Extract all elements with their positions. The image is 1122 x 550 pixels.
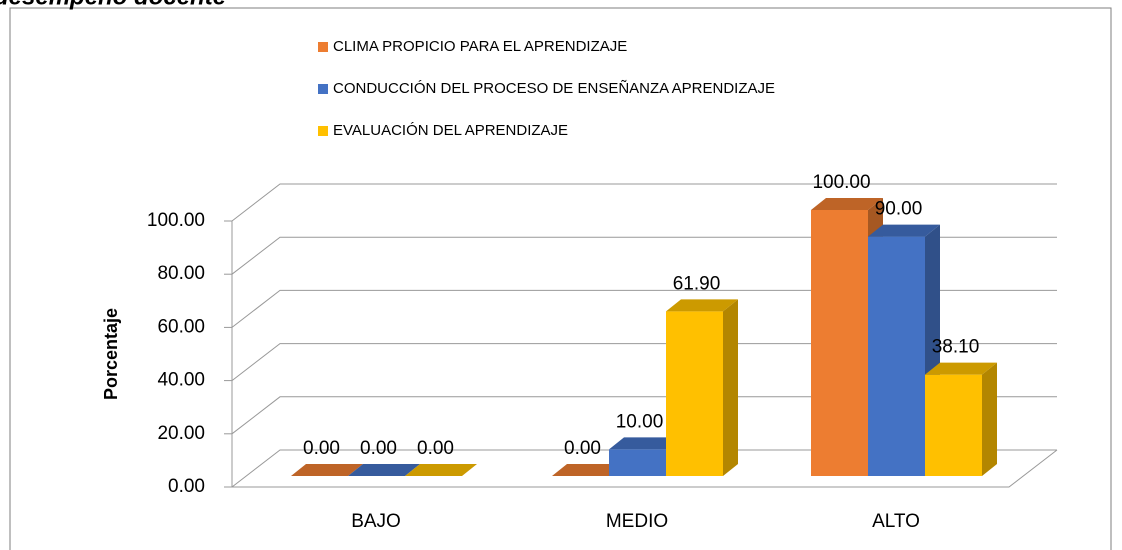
bar-top (811, 198, 883, 210)
bar-top (609, 437, 681, 450)
x-tick-label: ALTO (872, 511, 920, 532)
bar (868, 224, 940, 476)
grid-line (231, 449, 1057, 488)
data-label: 61.90 (673, 273, 721, 294)
bar-side (723, 299, 738, 476)
y-axis-label: Porcentaje (101, 308, 121, 400)
legend-label: CONDUCCIÓN DEL PROCESO DE ENSEÑANZA APRE… (333, 80, 775, 97)
data-label: 100.00 (812, 172, 870, 193)
y-tick-label: 100.00 (147, 210, 205, 231)
grid-line (231, 236, 1057, 275)
legend-label: CLIMA PROPICIO PARA EL APRENDIZAJE (333, 38, 627, 55)
bar (405, 464, 477, 476)
grid-line (231, 183, 1057, 222)
floor (232, 449, 1058, 488)
bar (291, 464, 363, 476)
data-label: 0.00 (417, 438, 454, 459)
bar (348, 464, 420, 476)
y-tick-label: 20.00 (157, 423, 205, 444)
bar-top (291, 464, 363, 476)
y-tick-label: 0.00 (168, 476, 205, 497)
legend-swatch (318, 126, 328, 136)
bar (552, 464, 624, 476)
data-label: 0.00 (303, 438, 340, 459)
data-label: 38.10 (932, 337, 980, 358)
bar (666, 299, 738, 476)
bar-top (405, 464, 477, 476)
data-label: 10.00 (616, 411, 664, 432)
legend-swatch (318, 42, 328, 52)
bar-top (666, 299, 738, 312)
legend-swatch (318, 84, 328, 94)
data-label: 0.00 (360, 438, 397, 459)
chart-title: desempeño docente (0, 0, 226, 10)
bar-front (811, 210, 868, 476)
bar-side (982, 362, 997, 476)
y-tick-label: 60.00 (157, 316, 205, 337)
bar-front (666, 311, 723, 476)
data-label: 0.00 (564, 438, 601, 459)
bar (925, 362, 997, 476)
y-tick-label: 80.00 (157, 263, 205, 284)
x-tick-label: BAJO (351, 511, 401, 532)
x-tick-label: MEDIO (606, 511, 668, 532)
bar-front (868, 236, 925, 476)
bar-top (868, 224, 940, 237)
bar-top (552, 464, 624, 476)
bar-top (925, 362, 997, 375)
grid-line (231, 396, 1057, 435)
y-tick-label: 40.00 (157, 370, 205, 391)
legend-label: EVALUACIÓN DEL APRENDIZAJE (333, 122, 568, 139)
bar-top (348, 464, 420, 476)
grid-line (231, 289, 1057, 328)
data-label: 90.00 (875, 199, 923, 220)
grid-line (231, 343, 1057, 381)
bar-front (609, 449, 666, 476)
bar-front (925, 374, 982, 476)
